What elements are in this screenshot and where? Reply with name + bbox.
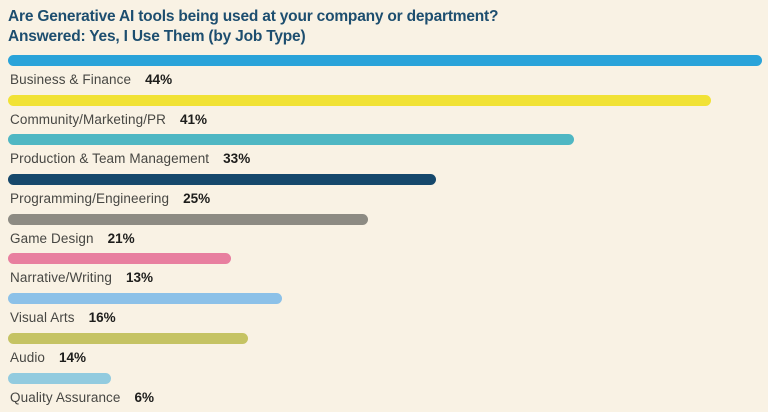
chart-title-block: Are Generative AI tools being used at yo… — [8, 7, 760, 47]
bar — [8, 372, 111, 384]
chart-title: Are Generative AI tools being used at yo… — [8, 8, 499, 25]
category-label: Quality Assurance — [10, 389, 121, 405]
bar — [8, 213, 368, 225]
category-label: Programming/Engineering — [10, 191, 170, 207]
bar-label-line: Audio 14% — [8, 349, 762, 366]
bar-label-line: Visual Arts 16% — [8, 309, 762, 326]
bar-label-line: Game Design 21% — [8, 230, 762, 247]
chart-row: Business & Finance 44% — [8, 55, 762, 95]
chart-subtitle: Answered: Yes, I Use Them (by Job Type) — [8, 28, 306, 45]
value-label: 25% — [183, 191, 211, 207]
value-label: 21% — [107, 230, 135, 246]
value-label: 44% — [145, 72, 173, 87]
category-label: Game Design — [10, 230, 94, 246]
chart-row: Production & Team Management 33% — [8, 134, 762, 174]
value-label: 33% — [223, 151, 251, 167]
bar — [8, 332, 248, 344]
bar — [8, 134, 574, 146]
value-label: 16% — [88, 310, 116, 326]
bar — [8, 94, 711, 106]
category-label: Community/Marketing/PR — [10, 111, 166, 127]
category-label: Production & Team Management — [10, 151, 210, 167]
bar-label-line: Programming/Engineering 25% — [8, 190, 762, 207]
chart-row: Narrative/Writing 13% — [8, 253, 762, 293]
value-label: 6% — [134, 389, 155, 405]
chart-row: Quality Assurance 6% — [8, 372, 762, 412]
bar-label-line: Production & Team Management 33% — [8, 150, 762, 167]
bar — [8, 174, 437, 186]
chart-row: Game Design 21% — [8, 213, 762, 254]
value-label: 14% — [59, 349, 87, 365]
bar-label-line: Quality Assurance 6% — [8, 389, 762, 406]
category-label: Audio — [10, 349, 46, 365]
value-label: 41% — [180, 111, 208, 127]
chart-row: Community/Marketing/PR 41% — [8, 94, 762, 135]
category-label: Business & Finance — [10, 72, 132, 87]
bar — [8, 293, 283, 305]
chart-row: Programming/Engineering 25% — [8, 174, 762, 214]
bar-label-line: Narrative/Writing 13% — [8, 269, 762, 286]
chart-row: Visual Arts 16% — [8, 293, 762, 333]
bar-label-line: Community/Marketing/PR 41% — [8, 111, 762, 128]
bar-chart: Business & Finance 44% Community/Marketin… — [8, 55, 762, 412]
bar — [8, 55, 762, 66]
bar-label-line: Business & Finance 44% — [8, 71, 762, 88]
bar — [8, 253, 231, 265]
value-label: 13% — [125, 270, 154, 286]
category-label: Visual Arts — [10, 310, 75, 326]
category-label: Narrative/Writing — [10, 270, 112, 286]
chart-row: Audio 14% — [8, 332, 762, 373]
